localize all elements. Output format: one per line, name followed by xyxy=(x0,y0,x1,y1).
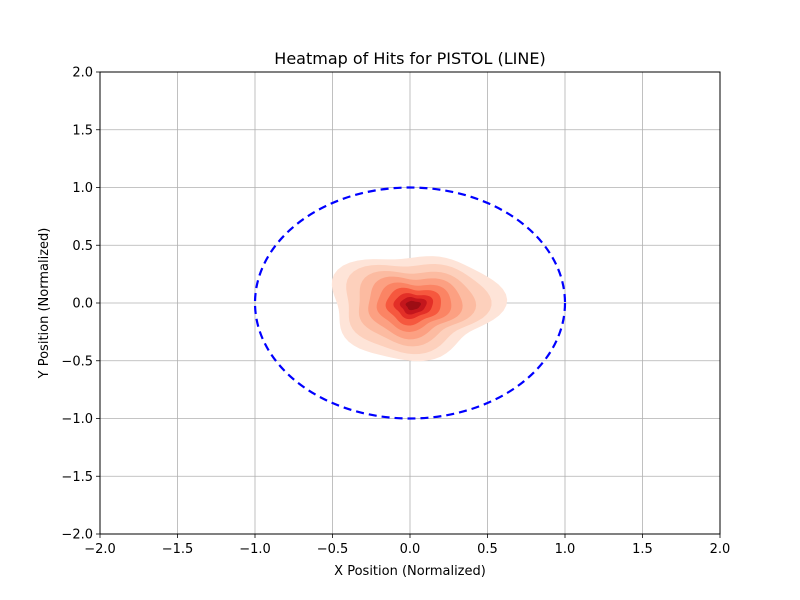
density-heatmap xyxy=(331,256,508,362)
y-tick-label: −1.0 xyxy=(61,412,93,427)
x-tick-label: 0.5 xyxy=(477,542,498,557)
x-tick-label: 2.0 xyxy=(710,542,731,557)
y-axis-label: Y Position (Normalized) xyxy=(37,228,52,380)
x-axis-label: X Position (Normalized) xyxy=(334,564,486,579)
y-tick-label: 2.0 xyxy=(72,66,93,81)
x-tick-label: 1.0 xyxy=(555,542,576,557)
x-tick-label: 1.5 xyxy=(632,542,653,557)
y-tick-label: −1.5 xyxy=(61,470,93,485)
density-contour-level-9 xyxy=(405,300,421,311)
x-tick-label: −2.0 xyxy=(84,542,116,557)
target-circle xyxy=(253,186,567,420)
y-tick-label: 0.0 xyxy=(72,297,93,312)
chart-title: Heatmap of Hits for PISTOL (LINE) xyxy=(274,49,545,68)
y-tick-label: 1.5 xyxy=(72,123,93,138)
x-tick-label: 0.0 xyxy=(400,542,421,557)
x-tick-label: −1.0 xyxy=(239,542,271,557)
target-circle-layer xyxy=(253,186,567,420)
x-tick-label: −1.5 xyxy=(162,542,194,557)
axis-ticks: −2.0 −1.5 −1.0 −0.5 0.0 0.5 1.0 1.5 2.0 −2.0 −1.5 −… xyxy=(61,66,730,558)
y-tick-label: 1.0 xyxy=(72,181,93,196)
y-tick-label: −2.0 xyxy=(61,528,93,543)
x-tick-label: −0.5 xyxy=(317,542,349,557)
y-tick-label: 0.5 xyxy=(72,239,93,254)
y-tick-label: −0.5 xyxy=(61,354,93,369)
